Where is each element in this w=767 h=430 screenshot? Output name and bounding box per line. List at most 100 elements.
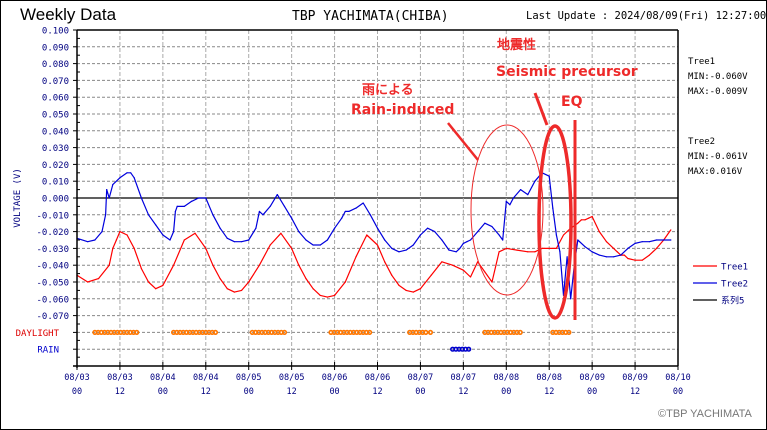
data-point-tree2 [205, 197, 207, 199]
tree1-stats-min: MIN:-0.060V [688, 72, 748, 82]
data-point-tree1 [391, 274, 393, 276]
data-point-tree2 [212, 214, 214, 216]
data-point-tree2 [248, 239, 250, 241]
annotation-rain-en: Rain-induced [351, 102, 455, 118]
data-point-tree1 [598, 231, 600, 233]
data-point-tree2 [648, 241, 650, 243]
data-point-tree2 [240, 241, 243, 243]
data-point-tree2 [276, 194, 278, 196]
y-tick-label: 0.060 [42, 94, 69, 104]
data-point-tree1 [616, 251, 618, 253]
daylight-marker [281, 329, 288, 336]
data-point-tree2 [502, 239, 504, 241]
data-point-tree1 [326, 296, 329, 298]
data-point-tree1 [240, 289, 243, 291]
rain-row-label: RAIN [37, 346, 59, 356]
data-point-tree1 [430, 274, 432, 276]
data-series [76, 172, 672, 300]
y-tick-label: 0.000 [42, 195, 69, 205]
tree1-stats: Tree1 MIN:-0.060V MAX:-0.009V [688, 55, 748, 100]
data-point-tree1 [376, 244, 379, 246]
data-point-tree2 [105, 214, 107, 216]
data-point-tree2 [441, 239, 443, 241]
data-point-tree1 [194, 232, 196, 234]
data-point-tree2 [140, 197, 142, 199]
daylight-marker [134, 329, 140, 336]
data-point-tree1 [462, 269, 464, 271]
extra-rows [92, 329, 572, 352]
y-axis-ticks: 0.100 0.090 0.080 0.070 0.060 0.050 0.040 0.030… [16, 27, 80, 358]
data-point-tree2 [133, 177, 135, 179]
x-tick-hour: 12 [630, 387, 640, 397]
data-point-tree1 [212, 264, 214, 266]
data-point-tree1 [172, 264, 175, 266]
y-tick-label: -0.060 [36, 295, 69, 305]
data-point-tree1 [355, 256, 357, 258]
x-tick-date: 08/03 [107, 373, 133, 383]
data-point-tree2 [130, 172, 132, 174]
data-point-tree1 [641, 259, 643, 261]
legend-label: 系列5 [721, 295, 744, 307]
data-point-tree2 [498, 234, 500, 236]
data-point-tree2 [108, 197, 110, 199]
data-point-tree1 [541, 247, 543, 249]
data-point-tree2 [106, 189, 108, 191]
data-point-tree2 [462, 242, 464, 244]
data-point-tree2 [391, 247, 393, 249]
data-point-tree2 [584, 246, 586, 248]
data-point-tree2 [469, 239, 472, 241]
seismic-precursor-arrow [533, 92, 549, 126]
data-point-tree1 [627, 257, 629, 260]
data-point-tree1 [405, 289, 407, 291]
data-point-tree2 [226, 237, 228, 239]
data-point-tree1 [419, 288, 422, 290]
tree2-stats-min: MIN:-0.061V [688, 152, 748, 162]
x-tick-hour: 12 [115, 387, 125, 397]
data-point-tree1 [155, 288, 157, 290]
x-tick-hour: 12 [544, 387, 554, 397]
data-point-tree1 [384, 261, 386, 263]
x-tick-date: 08/09 [579, 373, 605, 383]
y-tick-label: -0.020 [36, 228, 69, 238]
daylight-marker [367, 329, 373, 336]
rain-induced-ellipse [470, 124, 544, 296]
y-tick-label: 0.070 [42, 77, 69, 87]
data-point-tree1 [562, 234, 565, 236]
data-point-tree1 [555, 247, 557, 249]
y-axis-label: VOLTAGE (V) [13, 168, 23, 228]
data-point-tree1 [605, 241, 608, 243]
data-point-tree2 [269, 205, 271, 207]
data-point-tree2 [412, 244, 414, 246]
data-point-tree2 [509, 204, 511, 206]
data-point-tree1 [126, 234, 128, 236]
data-point-tree2 [519, 189, 522, 191]
grid-lines [77, 30, 678, 366]
data-point-tree1 [577, 222, 579, 224]
data-point-tree2 [605, 256, 608, 258]
data-point-tree2 [198, 197, 200, 199]
data-point-tree1 [527, 251, 529, 253]
data-point-tree2 [405, 249, 407, 251]
data-point-tree1 [112, 247, 114, 249]
data-point-tree1 [87, 281, 89, 283]
x-tick-date: 08/04 [150, 373, 176, 383]
x-tick-hour: 00 [673, 387, 683, 397]
y-tick-label: -0.050 [36, 279, 69, 289]
data-point-tree2 [570, 298, 572, 300]
data-point-tree1 [655, 247, 658, 249]
data-point-tree2 [505, 200, 507, 202]
data-point-tree2 [477, 231, 479, 233]
data-point-tree1 [587, 217, 590, 219]
rain-induced-arrow [447, 122, 479, 161]
x-tick-hour: 00 [72, 387, 82, 397]
data-point-tree1 [312, 288, 314, 290]
data-point-tree2 [305, 239, 307, 241]
data-point-tree2 [534, 180, 536, 182]
data-point-tree1 [412, 291, 414, 293]
data-point-tree2 [255, 227, 257, 229]
data-point-tree2 [527, 194, 529, 196]
x-tick-date: 08/06 [365, 373, 391, 383]
data-point-tree2 [344, 210, 346, 213]
annotation-seismic-jp: 地震性 [497, 38, 537, 53]
